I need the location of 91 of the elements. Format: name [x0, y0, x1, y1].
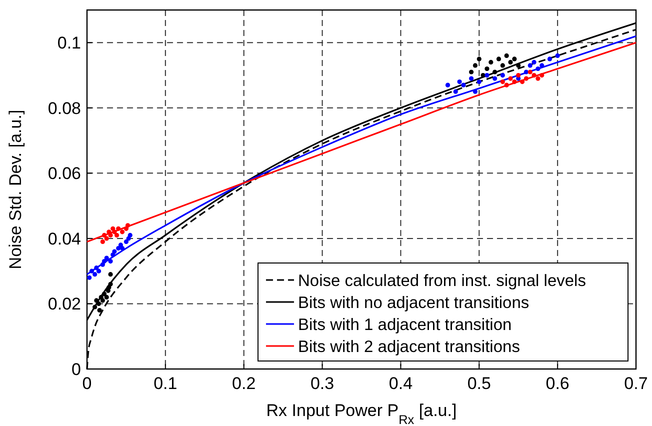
point	[536, 76, 540, 81]
point	[500, 80, 505, 84]
point	[500, 72, 505, 78]
point	[512, 80, 517, 84]
point	[532, 60, 536, 65]
point	[120, 230, 125, 234]
point	[120, 246, 125, 251]
y-tick-label: 0.08	[48, 98, 81, 118]
point	[104, 256, 109, 260]
x-tick-label: 0.7	[624, 374, 648, 393]
y-tick-label: 0.1	[57, 34, 81, 53]
point	[504, 53, 509, 58]
point	[104, 294, 109, 300]
point	[96, 301, 102, 306]
point	[484, 72, 490, 78]
point	[108, 259, 113, 264]
x-tick-label: 0.1	[154, 374, 178, 393]
point	[92, 304, 98, 310]
point	[108, 272, 113, 277]
point	[112, 249, 117, 254]
point	[496, 56, 502, 62]
point	[492, 70, 498, 74]
x-tick-label: 0.3	[310, 374, 334, 393]
point	[445, 82, 450, 88]
point	[504, 82, 509, 88]
legend-label: Bits with 2 adjacent transitions	[298, 338, 520, 356]
y-tick-label: 0.06	[48, 164, 81, 184]
point	[112, 230, 117, 234]
point	[96, 268, 102, 274]
point	[92, 272, 98, 277]
point	[480, 72, 486, 78]
point	[124, 239, 129, 244]
point	[124, 226, 129, 231]
point	[472, 89, 478, 94]
y-tick-label: 0.04	[48, 229, 81, 248]
point	[476, 80, 482, 84]
point	[87, 275, 92, 280]
point	[472, 63, 478, 68]
y-tick-label: 0.02	[48, 294, 81, 314]
point	[108, 232, 113, 238]
point	[536, 66, 540, 72]
legend-label: Bits with no adjacent transitions	[298, 294, 530, 312]
point	[492, 76, 498, 81]
x-tick-label: 0.5	[467, 374, 491, 393]
y-axis-title: Noise Std. Dev. [a.u.]	[6, 110, 25, 270]
point	[520, 80, 525, 84]
point	[104, 236, 109, 241]
point	[516, 63, 521, 68]
point	[488, 60, 494, 65]
point	[94, 298, 99, 303]
point	[469, 70, 474, 74]
point	[476, 56, 482, 62]
point	[453, 89, 458, 94]
point	[555, 53, 560, 58]
x-tick-label: 0.6	[546, 374, 570, 393]
point	[102, 292, 107, 296]
point	[512, 56, 517, 62]
point	[128, 232, 132, 238]
point	[125, 223, 130, 228]
point	[528, 70, 532, 74]
y-tick-label: 0	[72, 360, 81, 379]
point	[540, 72, 544, 78]
line-series	[86, 42, 637, 243]
point	[116, 226, 121, 231]
x-axis-title: Rx Input Power P$_{Rx}$ [a.u.]	[266, 401, 457, 426]
point	[114, 232, 120, 238]
point	[97, 308, 102, 313]
x-tick-label: 0.2	[232, 374, 256, 393]
point	[508, 60, 513, 65]
point	[516, 72, 521, 78]
point	[102, 232, 107, 238]
point	[528, 63, 532, 68]
point	[469, 76, 474, 81]
point	[106, 285, 112, 290]
point	[484, 66, 490, 72]
point	[102, 259, 107, 264]
legend-label: Noise calculated from inst. signal levels	[298, 272, 586, 290]
point	[89, 268, 94, 274]
point	[524, 76, 528, 81]
point	[547, 56, 552, 62]
point	[500, 63, 505, 68]
point	[461, 82, 466, 88]
point	[94, 266, 99, 270]
point	[457, 80, 462, 84]
point	[508, 76, 513, 81]
legend-label: Bits with 1 adjacent transition	[298, 316, 512, 334]
x-tick-label: 0.4	[388, 374, 413, 393]
point	[540, 63, 544, 68]
point	[100, 239, 105, 244]
point	[532, 72, 536, 78]
point	[100, 298, 105, 303]
